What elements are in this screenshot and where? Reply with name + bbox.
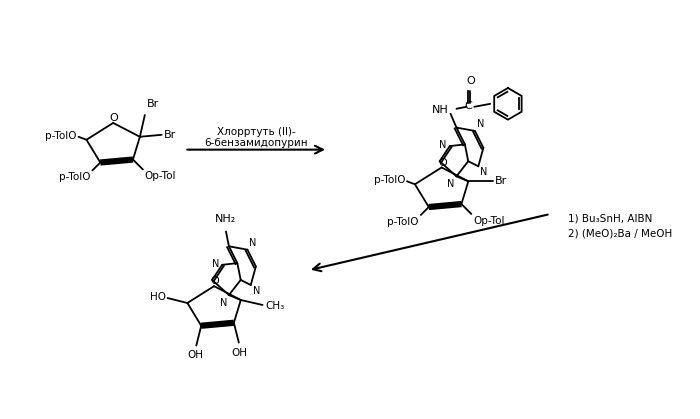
Text: O: O [211,276,220,286]
Text: Br: Br [147,99,159,109]
Text: p-TolO: p-TolO [387,217,419,227]
Text: CH₃: CH₃ [265,301,285,311]
Text: Op-Tol: Op-Tol [145,171,176,181]
Text: OH: OH [188,350,203,360]
Text: N: N [249,238,257,248]
Text: p-TolO: p-TolO [59,172,90,182]
Text: N: N [477,119,484,129]
Text: NH: NH [432,105,449,115]
Text: N: N [220,298,227,308]
Text: 2) (MeO)₂Ba / MeOH: 2) (MeO)₂Ba / MeOH [568,229,673,239]
Text: N: N [212,259,219,269]
Text: OH: OH [232,347,248,357]
Text: O: O [110,113,118,123]
Text: Br: Br [495,176,508,186]
Text: 6-бензамидопурин: 6-бензамидопурин [204,138,308,148]
Text: NH₂: NH₂ [216,214,237,224]
Text: p-TolO: p-TolO [374,175,405,185]
Text: Op-Tol: Op-Tol [473,216,505,226]
Text: 1) Bu₃SnH, AIBN: 1) Bu₃SnH, AIBN [568,214,652,224]
Text: N: N [440,140,447,150]
Text: O: O [466,76,475,86]
Text: C: C [465,101,472,111]
Text: N: N [253,286,260,296]
Text: Хлорртуть (II)-: Хлорртуть (II)- [217,127,295,137]
Text: N: N [480,167,488,177]
Text: Br: Br [164,130,176,140]
Text: N: N [447,179,454,189]
Text: HO: HO [150,292,166,302]
Text: p-TolO: p-TolO [45,131,76,141]
Text: O: O [438,158,447,168]
